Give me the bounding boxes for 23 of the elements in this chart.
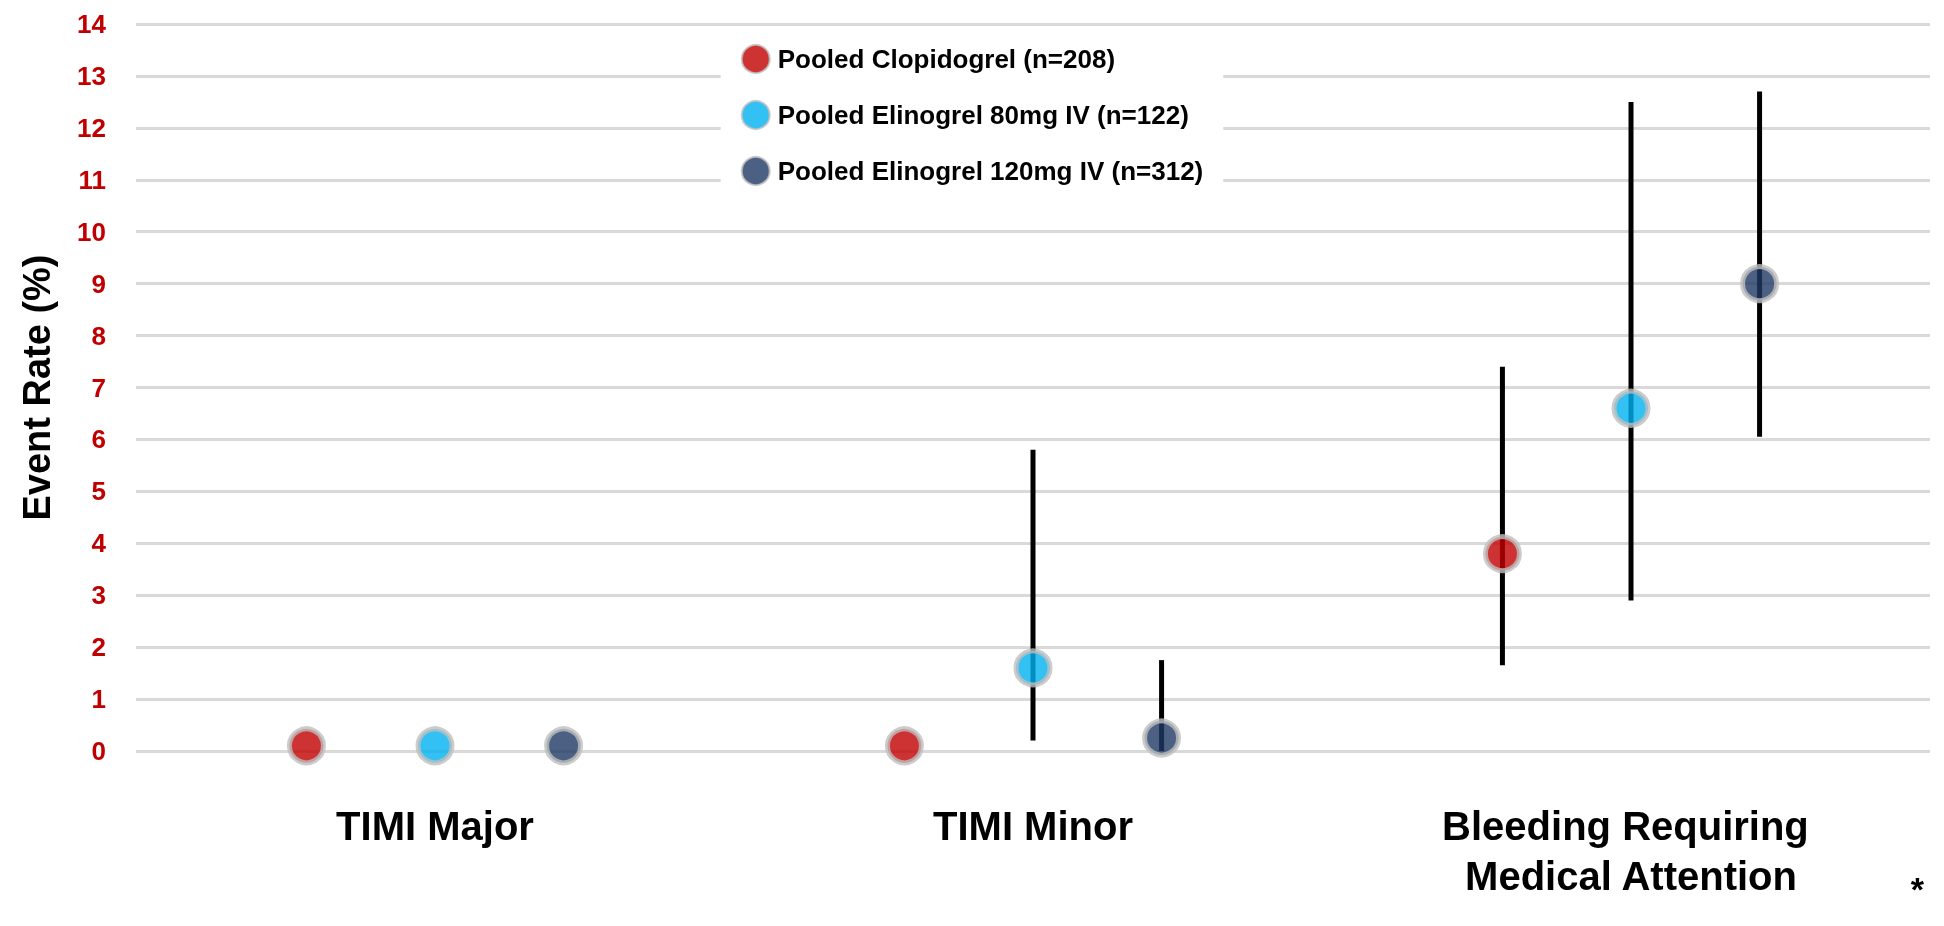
y-tick-label: 5 bbox=[91, 476, 106, 507]
y-tick-label: 2 bbox=[91, 632, 106, 663]
text: * bbox=[1910, 870, 1925, 908]
x-tick-label: TIMI Minor bbox=[933, 804, 1133, 848]
y-tick-label: 13 bbox=[77, 60, 106, 91]
legend-label: Pooled Clopidogrel (n=208) bbox=[777, 44, 1116, 74]
legend-label: Pooled Elinogrel 80mg IV (n=122) bbox=[777, 100, 1189, 130]
y-tick-label: 10 bbox=[77, 216, 106, 247]
y-tick-label: 7 bbox=[91, 372, 106, 403]
y-tick-label: 3 bbox=[91, 580, 106, 611]
x-tick-label: Bleeding Requiring Medical Attention bbox=[1442, 804, 1820, 898]
y-tick-label: 4 bbox=[91, 528, 107, 559]
legend-label: Pooled Elinogrel 120mg IV (n=312) bbox=[777, 156, 1204, 186]
y-tick-label: 12 bbox=[77, 112, 106, 143]
y-tick-label: 11 bbox=[78, 164, 106, 195]
y-tick-label: 0 bbox=[91, 736, 106, 766]
y-tick-label: 14 bbox=[77, 9, 107, 39]
y-axis-title: Event Rate (%) bbox=[16, 254, 58, 521]
x-tick-label: TIMI Major bbox=[336, 804, 534, 848]
y-tick-label: 1 bbox=[91, 684, 106, 715]
y-tick-label: 8 bbox=[91, 320, 106, 351]
y-tick-label: 9 bbox=[91, 268, 106, 299]
y-tick-label: 6 bbox=[91, 424, 106, 455]
